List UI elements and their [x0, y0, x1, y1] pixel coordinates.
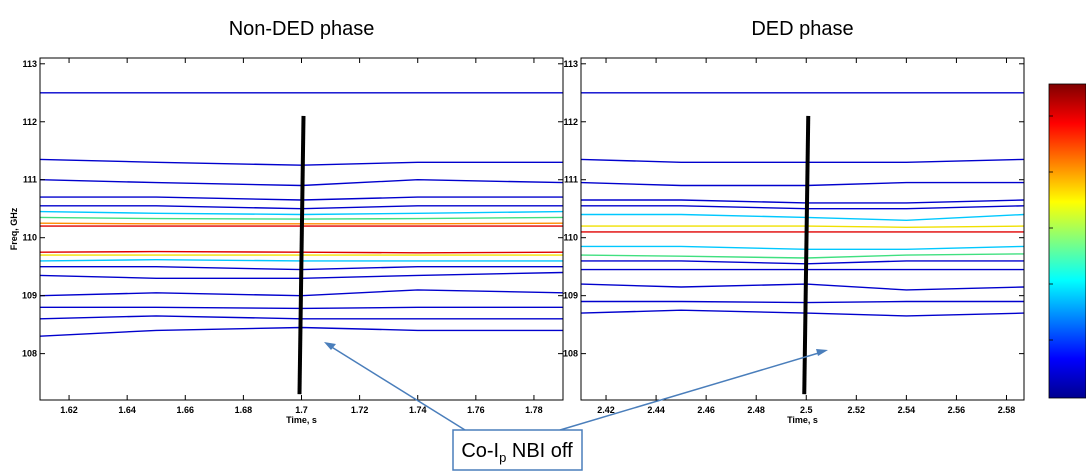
y-tick-label: 111: [23, 175, 37, 185]
colorbar: [1048, 83, 1086, 399]
y-axis-label: Freq, GHz: [9, 207, 19, 250]
x-tick-label: 2.44: [647, 405, 665, 415]
axes-frame: [580, 57, 1025, 401]
x-axis-label: Time, s: [787, 415, 818, 425]
x-tick-label: 1.74: [409, 405, 427, 415]
x-tick-label: 1.7: [295, 405, 308, 415]
annotation-text: Co-I: [461, 440, 499, 462]
x-tick-label: 1.72: [351, 405, 369, 415]
y-tick-label: 108: [22, 349, 37, 359]
chart-title: Non-DED phase: [229, 18, 375, 40]
x-tick-label: 2.48: [747, 405, 765, 415]
annotation-text: NBI off: [506, 440, 573, 462]
y-tick-label: 113: [563, 59, 578, 69]
colorbar-ticks: [1049, 115, 1053, 341]
annotation-box: [452, 429, 583, 471]
chart-title: DED phase: [751, 18, 853, 40]
x-tick-label: 2.56: [948, 405, 966, 415]
x-tick-label: 2.46: [697, 405, 715, 415]
x-tick-label: 1.64: [118, 405, 136, 415]
x-tick-label: 1.62: [60, 405, 78, 415]
arrow-head: [324, 342, 336, 350]
x-tick-label: 1.66: [177, 405, 195, 415]
x-tick-label: 1.78: [525, 405, 543, 415]
x-tick-label: 2.42: [597, 405, 615, 415]
axes-frame: [39, 57, 564, 401]
y-tick-label: 110: [22, 233, 37, 243]
y-tick-label: 112: [563, 117, 578, 127]
x-tick-label: 2.5: [800, 405, 813, 415]
x-tick-label: 1.76: [467, 405, 485, 415]
marker-line: [297, 115, 306, 395]
annotation-subscript: p: [499, 450, 506, 465]
x-tick-label: 1.68: [235, 405, 253, 415]
y-tick-label: 109: [563, 291, 578, 301]
y-tick-label: 108: [563, 349, 578, 359]
y-tick-label: 112: [22, 117, 37, 127]
arrow: [559, 351, 823, 431]
y-tick-label: 110: [563, 233, 578, 243]
marker-line: [802, 115, 811, 395]
arrow: [329, 345, 466, 431]
y-tick-label: 113: [22, 59, 37, 69]
y-tick-label: 111: [564, 175, 578, 185]
arrow-head: [816, 349, 828, 356]
x-axis-label: Time, s: [286, 415, 317, 425]
x-tick-label: 2.58: [998, 405, 1016, 415]
x-tick-label: 2.52: [848, 405, 866, 415]
annotation: Co-Ip NBI off: [461, 440, 573, 465]
x-tick-label: 2.54: [898, 405, 916, 415]
plot-area: [581, 58, 1024, 400]
y-tick-label: 109: [22, 291, 37, 301]
